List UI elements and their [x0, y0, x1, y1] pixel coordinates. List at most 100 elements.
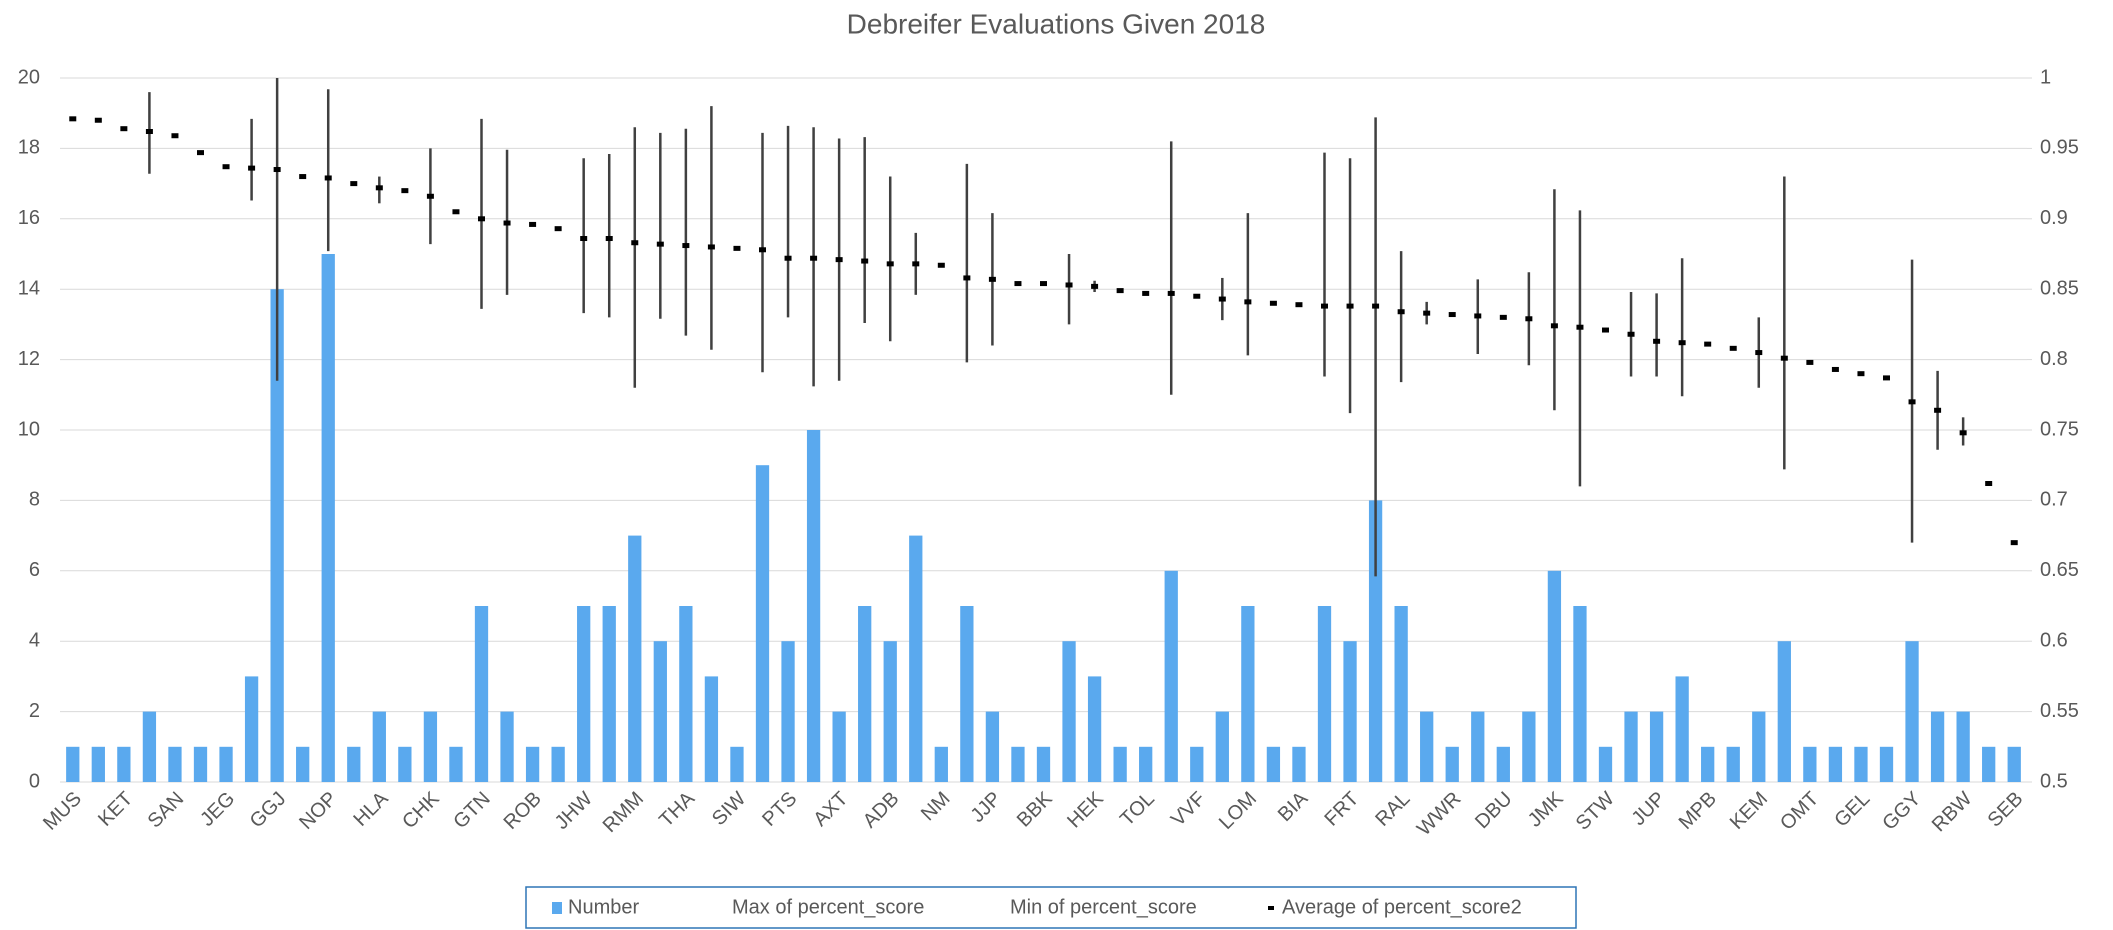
x-tick-label: DBU	[1471, 788, 1516, 833]
average-dot	[503, 220, 511, 226]
average-dot	[937, 262, 945, 268]
bar	[1726, 746, 1740, 782]
average-dot	[375, 185, 383, 191]
average-dot	[1602, 327, 1609, 333]
bar	[934, 746, 948, 782]
average-dot	[1474, 313, 1482, 319]
average-dot	[1167, 290, 1175, 296]
average-dot	[605, 236, 613, 242]
bar	[577, 606, 591, 782]
average-dot	[1550, 323, 1558, 329]
y2-tick-label: 1	[2040, 66, 2051, 88]
x-tick-label: LOM	[1215, 788, 1261, 834]
bar	[1522, 711, 1536, 782]
x-tick-label: JJP	[967, 788, 1006, 827]
bar	[244, 676, 259, 782]
x-tick-label: SAN	[144, 788, 189, 833]
bar	[1368, 500, 1383, 782]
average-dot	[2010, 540, 2018, 546]
average-dot	[197, 150, 204, 156]
average-dot	[1218, 296, 1226, 302]
bar	[883, 641, 897, 782]
average-dot	[733, 245, 741, 251]
bar	[679, 606, 693, 782]
y-tick-label: 20	[18, 66, 40, 88]
average-dot	[1883, 375, 1890, 381]
y2-tick-label: 0.8	[2040, 348, 2068, 370]
average-dot	[1678, 340, 1686, 346]
bar	[628, 535, 642, 782]
bar	[1496, 746, 1510, 782]
bar	[1343, 641, 1357, 782]
y-tick-label: 14	[18, 277, 40, 299]
x-tick-label: GGJ	[246, 788, 291, 833]
average-dot	[656, 241, 664, 247]
x-tick-label: MUS	[39, 788, 86, 835]
bar	[1011, 746, 1025, 782]
y2-tick-label: 0.95	[2040, 137, 2079, 159]
average-dot	[1448, 312, 1456, 318]
bar	[270, 289, 284, 782]
average-dot	[1831, 366, 1839, 372]
x-tick-label: JHW	[551, 788, 597, 834]
bar	[1292, 746, 1306, 782]
average-dot	[1755, 350, 1763, 356]
x-tick-label: VVF	[1167, 788, 1210, 831]
average-dot	[299, 174, 307, 180]
average-dot	[1499, 314, 1507, 320]
average-dot	[554, 226, 562, 232]
bar	[551, 746, 565, 782]
bar	[423, 711, 438, 782]
y-tick-label: 12	[18, 348, 40, 370]
bar	[1675, 676, 1689, 782]
bar	[1062, 641, 1076, 782]
y-tick-label: 2	[29, 700, 40, 722]
bar	[1701, 746, 1715, 782]
x-tick-label: BBK	[1013, 787, 1057, 831]
average-dot	[1423, 310, 1431, 316]
bar	[91, 746, 105, 782]
bar	[347, 746, 361, 782]
average-dot	[1193, 293, 1201, 299]
bar	[1317, 606, 1332, 782]
y2-tick-label: 0.75	[2040, 418, 2079, 440]
bar	[525, 746, 540, 782]
y2-tick-label: 0.85	[2040, 277, 2079, 299]
x-tick-label: OMT	[1776, 788, 1823, 835]
bar	[1445, 746, 1459, 782]
x-tick-label: KEM	[1726, 788, 1772, 834]
average-dot	[1525, 316, 1533, 322]
average-dot	[478, 216, 485, 222]
average-dot	[1014, 281, 1022, 287]
y2-tick-label: 0.7	[2040, 489, 2068, 511]
x-tick-label: MPB	[1675, 788, 1721, 834]
y2-tick-label: 0.6	[2040, 629, 2068, 651]
bar	[1598, 746, 1613, 782]
average-dot	[222, 164, 230, 170]
average-dot	[1576, 324, 1584, 330]
bar	[1420, 711, 1434, 782]
average-dot	[810, 255, 818, 261]
average-dot	[248, 165, 256, 171]
average-dot	[452, 209, 460, 215]
average-dot	[784, 255, 792, 261]
x-tick-label: TOL	[1116, 788, 1159, 831]
average-dot	[1269, 300, 1277, 306]
bar	[142, 711, 157, 782]
bar	[1649, 711, 1664, 782]
average-dot	[145, 129, 153, 135]
legend-label: Average of percent_score2	[1282, 896, 1522, 918]
bar	[755, 465, 770, 782]
bar	[858, 606, 872, 782]
average-dot	[94, 117, 102, 123]
bar	[909, 535, 923, 782]
average-dot	[1985, 481, 1993, 487]
y-tick-label: 6	[29, 559, 40, 581]
average-dot	[426, 193, 434, 199]
bar	[1139, 746, 1153, 782]
average-dot	[1372, 303, 1380, 309]
average-dot	[1704, 341, 1712, 347]
average-dot	[1729, 345, 1737, 351]
chart-title: Debreifer Evaluations Given 2018	[847, 8, 1266, 39]
x-tick-label: KET	[94, 788, 137, 831]
